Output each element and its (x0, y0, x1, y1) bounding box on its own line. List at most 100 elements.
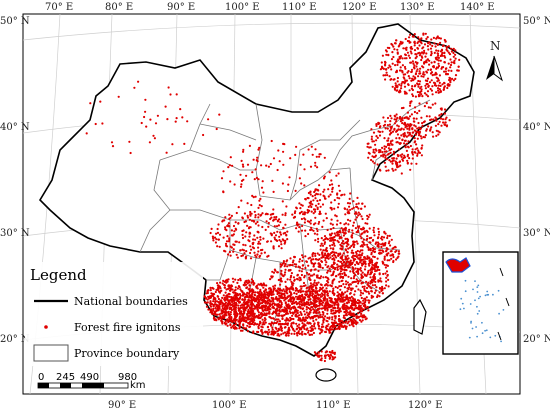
ignition-point (339, 260, 342, 263)
ignition-point (411, 60, 414, 63)
ignition-point (321, 315, 324, 318)
ignition-point (257, 178, 260, 181)
ignition-point (221, 302, 224, 305)
ignition-point (360, 228, 363, 231)
ignition-point (357, 282, 360, 285)
ignition-point (339, 320, 342, 323)
ignition-point (318, 220, 321, 224)
ignition-point (420, 146, 423, 150)
ignition-point (295, 263, 298, 266)
ignition-point (274, 234, 278, 237)
ignition-point (286, 292, 289, 295)
ignition-point (302, 153, 305, 156)
ignition-point (314, 254, 317, 257)
ignition-point (347, 210, 350, 213)
ignition-point (244, 302, 247, 305)
ignition-point (171, 143, 174, 146)
island-dot (485, 329, 488, 332)
ignition-point (340, 325, 343, 328)
ignition-point (289, 276, 292, 279)
ignition-point (248, 144, 251, 147)
ignition-point (281, 322, 284, 326)
ignition-point (280, 292, 283, 295)
ignition-point (242, 148, 245, 151)
ignition-point (452, 51, 455, 55)
ignition-point (259, 249, 263, 252)
ignition-point (240, 199, 243, 202)
ignition-point (273, 303, 276, 306)
ignition-point (304, 290, 307, 293)
ignition-point (293, 256, 296, 259)
ignition-point (395, 258, 398, 261)
ignition-point (209, 305, 213, 308)
ignition-point (252, 238, 255, 241)
ignition-point (382, 155, 385, 158)
ignition-point (395, 249, 398, 252)
ignition-point (402, 73, 405, 76)
island-dot (475, 326, 477, 328)
ignition-point (214, 297, 217, 300)
ignition-point (339, 265, 342, 268)
ignition-point (292, 259, 295, 262)
ignition-point (229, 311, 232, 314)
ignition-point (321, 310, 324, 314)
ignition-point (258, 199, 261, 202)
ignition-point (253, 210, 256, 213)
ignition-point (252, 196, 255, 199)
ignition-point (347, 298, 350, 301)
ignition-point (320, 256, 323, 259)
ignition-point (298, 226, 301, 229)
ignition-point (259, 197, 262, 200)
ignition-point (408, 157, 411, 160)
ignition-point (443, 82, 446, 85)
ignition-point (284, 223, 287, 226)
ignition-point (325, 327, 328, 331)
ignition-point (239, 315, 242, 318)
ignition-point (323, 293, 326, 296)
ignition-point (260, 325, 263, 328)
island-dot (477, 297, 480, 300)
ignition-point (370, 266, 374, 269)
ignition-point (430, 126, 433, 129)
ignition-point (388, 149, 391, 152)
ignition-point (305, 311, 308, 314)
ignition-point (401, 117, 404, 120)
ignition-point (425, 93, 428, 96)
ignition-point (286, 330, 289, 333)
scale-tick: 490 (80, 372, 99, 383)
ignition-point (278, 322, 281, 325)
ignition-point (325, 283, 328, 286)
ignition-point (299, 163, 302, 166)
ignition-point (340, 295, 343, 298)
ignition-point (379, 125, 382, 128)
ignition-point (242, 310, 245, 313)
ignition-point (395, 157, 398, 160)
island-dot (494, 334, 497, 337)
ignition-point (289, 157, 292, 160)
ignition-point (423, 105, 426, 108)
ignition-point (383, 287, 386, 290)
ignition-point (269, 316, 272, 319)
ignition-point (431, 93, 434, 96)
ignition-point (297, 223, 300, 226)
ignition-point (237, 222, 240, 225)
ignition-point (414, 73, 417, 76)
ignition-point (272, 333, 275, 336)
ignition-point (403, 139, 406, 142)
ignition-point (373, 273, 376, 276)
ignition-point (406, 51, 409, 54)
ignition-point (384, 127, 387, 130)
ignition-point (403, 90, 406, 93)
ignition-point (209, 289, 212, 292)
ignition-point (438, 88, 441, 91)
ignition-point (394, 64, 397, 67)
ignition-point (445, 125, 448, 128)
ignition-point (249, 226, 252, 229)
ignition-point (278, 303, 281, 306)
ignition-point (379, 249, 382, 252)
ignition-point (360, 262, 363, 265)
ignition-point (409, 168, 412, 171)
ignition-point (342, 292, 345, 295)
ignition-point (340, 284, 343, 288)
